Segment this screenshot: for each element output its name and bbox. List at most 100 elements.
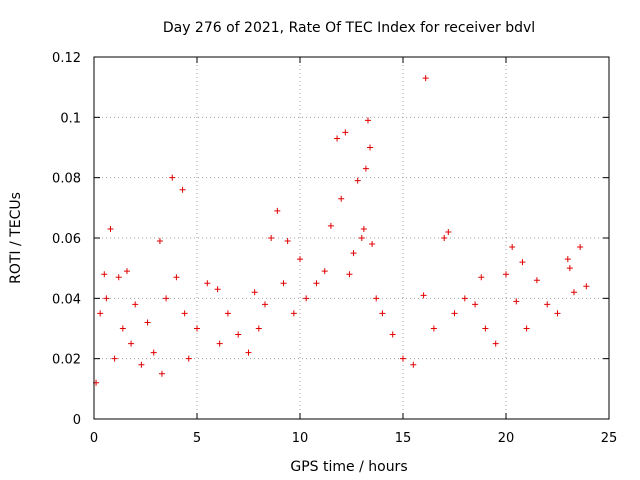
data-point	[204, 280, 211, 287]
data-point	[420, 292, 427, 299]
y-tick-labels: 0 0.02 0.04 0.06 0.08 0.1 0.12	[52, 51, 81, 428]
data-point	[274, 207, 281, 214]
data-point	[503, 271, 509, 278]
data-point	[115, 274, 122, 281]
y-tick-label: 0.04	[52, 292, 81, 307]
data-point	[255, 325, 262, 332]
data-point	[128, 340, 135, 347]
data-point	[342, 129, 349, 136]
data-point	[245, 349, 252, 356]
data-point	[519, 259, 526, 266]
data-point	[111, 355, 118, 362]
data-point	[367, 144, 374, 151]
data-point	[251, 289, 258, 296]
x-tick-label: 25	[601, 431, 618, 446]
data-point	[451, 310, 458, 317]
data-point	[119, 325, 126, 332]
y-tick-label: 0.08	[52, 172, 81, 187]
data-point	[297, 256, 303, 263]
x-tick-label: 15	[395, 431, 412, 446]
data-point	[144, 319, 151, 326]
data-point	[389, 331, 396, 338]
data-point	[216, 340, 223, 347]
data-point	[150, 349, 157, 356]
x-axis-label: GPS time / hours	[290, 459, 407, 475]
data-point	[422, 75, 429, 82]
data-point	[280, 280, 287, 287]
data-point	[261, 301, 268, 308]
data-point	[362, 165, 369, 172]
data-point	[544, 301, 551, 308]
x-tick-label: 0	[90, 431, 98, 446]
data-point	[179, 186, 186, 193]
data-point	[346, 271, 353, 278]
y-tick-label: 0.12	[52, 51, 81, 66]
data-point	[103, 295, 110, 302]
data-point	[156, 238, 163, 245]
data-point	[577, 244, 584, 251]
data-point	[360, 225, 367, 232]
data-point	[224, 310, 231, 317]
data-point	[509, 244, 516, 251]
data-point	[369, 241, 376, 248]
data-point	[169, 174, 176, 181]
data-point	[570, 289, 577, 296]
grid-lines	[94, 57, 609, 419]
y-tick-label: 0.06	[52, 232, 81, 247]
data-point	[379, 310, 386, 317]
data-point	[354, 177, 361, 184]
data-point	[430, 325, 437, 332]
data-point	[321, 268, 328, 275]
y-axis-label: ROTI / TECUs	[8, 192, 24, 284]
data-point	[461, 295, 468, 302]
data-point	[284, 238, 291, 245]
x-tick-label: 5	[193, 431, 201, 446]
data-point	[97, 310, 104, 317]
data-point	[185, 355, 192, 362]
data-point	[472, 301, 479, 308]
data-point	[334, 135, 341, 142]
data-point	[364, 117, 371, 124]
data-point	[268, 235, 275, 241]
data-point	[523, 325, 530, 332]
data-point	[358, 235, 365, 241]
chart-title: Day 276 of 2021, Rate Of TEC Index for r…	[163, 20, 535, 36]
data-point	[158, 370, 165, 377]
y-tick-label: 0.02	[52, 353, 81, 368]
data-point	[181, 310, 188, 317]
x-tick-label: 20	[498, 431, 515, 446]
data-point	[478, 274, 485, 281]
data-point	[338, 195, 345, 202]
data-point	[410, 361, 417, 368]
data-point	[445, 228, 452, 235]
data-point	[566, 265, 573, 272]
data-point	[101, 271, 108, 278]
data-point	[313, 280, 320, 287]
data-point	[327, 222, 334, 229]
data-point	[564, 256, 571, 263]
data-point	[441, 235, 448, 241]
data-point	[138, 361, 145, 368]
data-points	[93, 75, 590, 386]
x-tick-label: 10	[292, 431, 309, 446]
data-point	[373, 295, 380, 302]
data-point	[107, 225, 114, 232]
data-point	[400, 355, 406, 362]
data-point	[554, 310, 561, 317]
x-tick-labels: 0 5 10 15 20 25	[90, 431, 617, 446]
y-tick-label: 0	[73, 413, 81, 428]
data-point	[132, 301, 139, 308]
data-point	[290, 310, 297, 317]
data-point	[173, 274, 180, 281]
data-point	[492, 340, 499, 347]
data-point	[583, 283, 590, 290]
data-point	[303, 295, 310, 302]
data-point	[513, 298, 520, 305]
data-point	[533, 277, 540, 284]
data-point	[194, 325, 200, 332]
data-point	[235, 331, 242, 338]
data-point	[214, 286, 221, 293]
tick-marks	[93, 56, 610, 420]
data-point	[163, 295, 170, 302]
